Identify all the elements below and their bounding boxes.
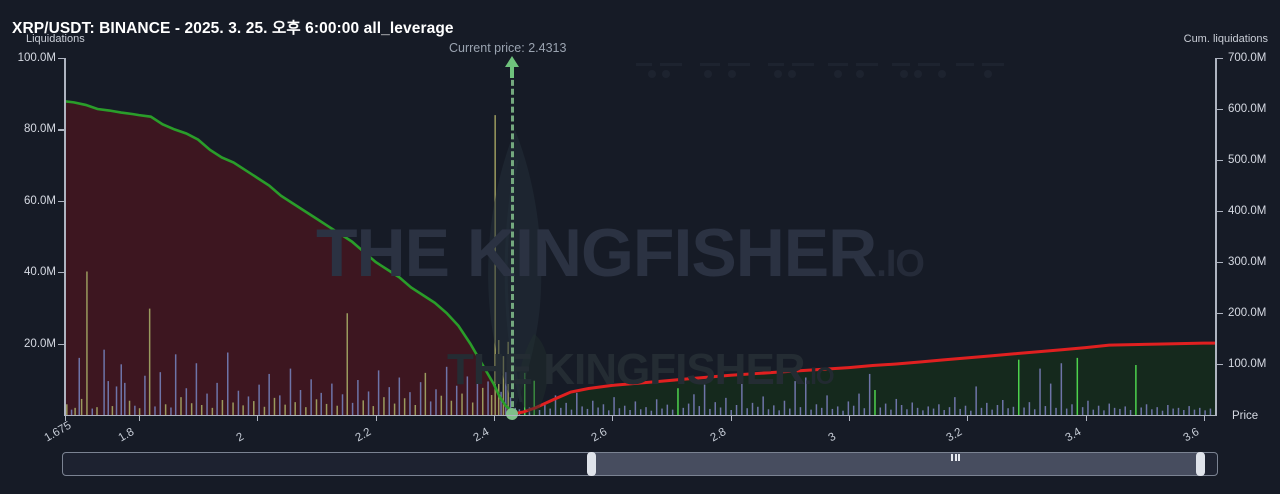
right-axis-spine [1215,58,1217,416]
right-liquidation-bars [514,357,1212,415]
x-tick [375,415,377,421]
x-tick-label: 1.8 [116,426,137,445]
x-tick-label: 2.4 [471,426,492,445]
left-area-fill [65,101,513,415]
x-tick-label: 2.6 [589,426,610,445]
current-price-line [510,62,514,416]
left-axis-spine [64,58,66,416]
right-tick-label: 400.0M [1228,205,1267,217]
cumulative-line-above [512,341,1216,415]
right-tick-label: 200.0M [1228,307,1267,319]
x-tick [257,415,259,421]
right-tick [1216,262,1223,264]
x-tick [65,415,67,421]
x-tick [967,415,969,421]
range-slider-grip[interactable] [951,454,963,461]
x-tick-label: 2.2 [353,426,373,445]
x-tick [730,415,732,421]
right-tick [1216,58,1223,60]
x-tick [1203,415,1206,421]
right-tick-label: 300.0M [1228,256,1267,268]
current-price-marker-dot [506,408,519,420]
current-price-annotation: Current price: 2.4313 [449,41,567,55]
left-tick [58,200,65,202]
x-tick [848,415,851,421]
x-axis-title: Price [1232,410,1259,422]
right-area-fill [512,343,1216,415]
range-slider-left-handle[interactable] [587,452,596,476]
right-tick-label: 100.0M [1228,358,1267,370]
left-tick-label: 40.0M [24,266,56,279]
x-tick-label: 3.6 [1181,426,1202,445]
right-tick [1216,109,1223,111]
x-tick-label: 2.8 [708,426,728,445]
x-tick-label: 3.4 [1063,426,1083,445]
right-tick [1216,211,1223,213]
left-tick-label: 80.0M [24,123,56,136]
range-slider[interactable] [62,452,1218,476]
page-title: XRP/USDT: BINANCE - 2025. 3. 25. 오후 6:00… [12,20,454,37]
right-tick [1216,364,1223,366]
price-up-arrow-icon [505,56,520,78]
x-tick-label: 2 [234,430,247,445]
range-slider-selection[interactable] [591,453,1202,475]
left-tick-label: 60.0M [24,194,56,207]
bottom-axis-spine [64,414,1216,416]
x-tick [612,415,614,421]
left-tick-label: 20.0M [24,337,56,350]
x-tick [138,415,141,421]
left-tick [58,272,65,274]
cumulative-line-below [65,100,514,415]
right-tick-label: 500.0M [1228,154,1267,166]
x-tick [493,415,496,421]
x-tick-label: 3 [826,430,838,445]
right-tick-label: 600.0M [1228,103,1267,115]
left-tick-label: 100.0M [17,52,56,64]
right-tick [1216,313,1223,315]
right-tick-label: 700.0M [1228,52,1267,64]
x-tick-label: 1.675 [42,419,74,445]
left-tick [58,58,65,60]
left-axis-title: Liquidations [26,33,85,45]
left-tick [58,129,65,131]
range-slider-right-handle[interactable] [1196,452,1205,476]
x-tick [1085,415,1087,421]
chart-plot-area [65,100,1216,415]
right-axis-title: Cum. liquidations [1183,33,1268,45]
right-tick [1216,160,1223,162]
left-tick [58,343,65,345]
x-tick-label: 3.2 [944,426,965,445]
